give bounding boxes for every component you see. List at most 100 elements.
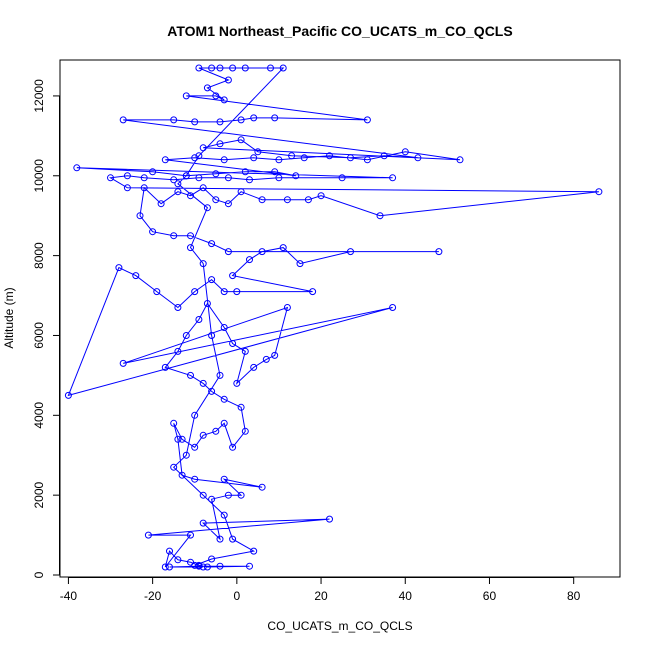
data-point — [254, 148, 262, 156]
data-point — [191, 118, 199, 126]
data-point — [136, 212, 144, 220]
data-point — [182, 451, 190, 459]
data-point — [246, 256, 253, 264]
data-point — [208, 495, 216, 503]
data-point — [153, 288, 161, 296]
data-point — [275, 174, 283, 182]
y-tick-label: 8000 — [32, 242, 46, 269]
data-point — [271, 168, 279, 176]
data-point — [401, 148, 409, 156]
data-point — [262, 355, 270, 363]
data-point — [191, 154, 199, 162]
data-point — [237, 116, 245, 124]
data-point — [237, 188, 245, 196]
data-point — [389, 174, 397, 182]
data-point — [166, 547, 173, 555]
data-point — [216, 118, 224, 126]
data-point — [199, 491, 207, 499]
data-point — [246, 562, 253, 570]
data-point — [309, 288, 317, 296]
data-point — [229, 272, 237, 280]
data-point — [199, 379, 207, 387]
data-point — [279, 244, 287, 252]
data-point — [208, 64, 216, 72]
data-point — [224, 76, 232, 84]
data-point — [250, 114, 258, 122]
data-point — [220, 324, 228, 331]
data-point — [435, 248, 443, 256]
y-tick-label: 4000 — [32, 402, 46, 429]
data-point — [203, 204, 211, 212]
data-point — [267, 64, 274, 72]
data-point — [170, 463, 178, 471]
data-point — [195, 561, 203, 569]
data-point — [212, 196, 220, 204]
data-point — [182, 92, 190, 100]
data-point — [347, 154, 354, 162]
chart-title: ATOM1 Northeast_Pacific CO_UCATS_m_CO_QC… — [167, 23, 512, 39]
data-point — [300, 154, 308, 162]
data-point — [338, 174, 346, 182]
series-line — [67, 67, 599, 568]
y-axis: 0 2000 4000 6000 8000 10000 12000 — [32, 79, 60, 578]
data-point — [271, 351, 279, 359]
data-point — [187, 192, 194, 200]
data-point — [199, 563, 207, 571]
data-point — [132, 272, 140, 280]
data-point — [216, 535, 224, 543]
data-point — [220, 475, 228, 483]
data-point — [191, 475, 199, 483]
data-point — [229, 443, 237, 451]
data-point — [157, 200, 165, 208]
data-point — [216, 140, 224, 148]
data-point — [178, 471, 186, 479]
data-point — [208, 276, 216, 284]
data-point — [119, 116, 127, 124]
data-point — [174, 304, 182, 311]
data-point — [195, 316, 203, 323]
data-point — [363, 116, 371, 124]
data-point — [241, 347, 249, 355]
data-point — [241, 427, 249, 435]
data-point — [233, 288, 241, 296]
y-tick-label: 10000 — [32, 159, 46, 193]
data-point — [220, 288, 228, 296]
y-tick-label: 0 — [32, 571, 46, 578]
x-tick-label: 0 — [233, 589, 240, 603]
data-point — [216, 562, 224, 570]
data-point — [224, 248, 232, 256]
data-point — [191, 411, 199, 419]
data-point — [216, 371, 224, 379]
data-point — [220, 419, 228, 427]
data-point — [326, 152, 333, 160]
data-point — [208, 332, 216, 339]
data-point — [212, 92, 220, 100]
data-point — [107, 174, 114, 182]
x-tick-label: -40 — [60, 589, 78, 603]
data-point — [241, 168, 249, 176]
data-point — [250, 154, 258, 162]
data-point — [140, 184, 148, 192]
data-point — [161, 156, 169, 164]
data-point — [326, 515, 333, 523]
data-point — [258, 248, 266, 256]
data-point — [174, 188, 182, 196]
x-tick-label: 20 — [314, 589, 328, 603]
data-point — [199, 184, 207, 192]
data-point — [220, 96, 228, 104]
y-tick-label: 2000 — [32, 481, 46, 508]
data-point — [199, 260, 207, 268]
data-point — [246, 176, 253, 184]
data-point — [212, 170, 220, 178]
data-point — [208, 387, 216, 395]
data-point — [229, 64, 237, 72]
data-point — [191, 443, 199, 451]
data-point — [191, 561, 199, 569]
data-point — [199, 431, 207, 439]
data-point — [123, 172, 131, 180]
data-point — [170, 116, 178, 124]
data-point — [258, 483, 266, 491]
data-point — [237, 136, 245, 144]
data-point — [174, 435, 182, 443]
